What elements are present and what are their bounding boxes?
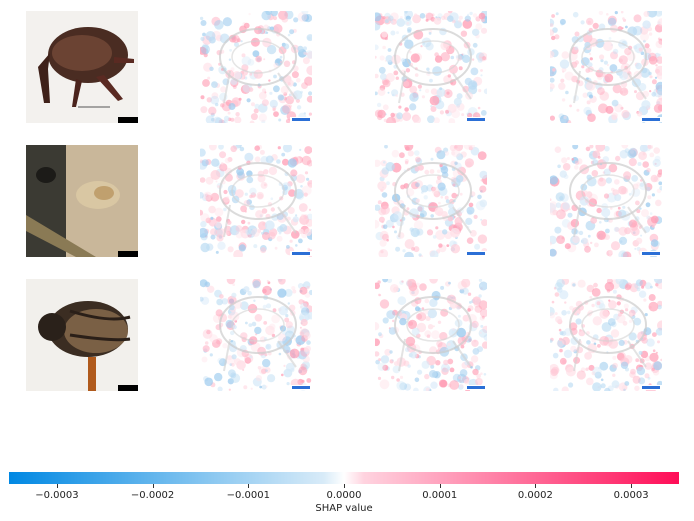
colorbar-tick xyxy=(152,484,154,488)
colorbar-tick xyxy=(535,484,537,488)
colorbar-tick-label: 0.0003 xyxy=(613,490,649,501)
shap-map-r2-c3 xyxy=(550,145,662,257)
colorbar-tick-label: 0.0000 xyxy=(326,490,362,501)
shap-map-r1-c1 xyxy=(200,11,312,123)
colorbar-tick-label: 0.0001 xyxy=(422,490,458,501)
specimen-photo xyxy=(26,279,138,391)
shap-heatmap xyxy=(200,145,312,257)
colorbar-tick-label: −0.0003 xyxy=(35,490,79,501)
shap-map-r3-c2 xyxy=(375,279,487,391)
colorbar-tick-label: −0.0002 xyxy=(130,490,175,501)
shap-heatmap xyxy=(375,11,487,123)
shap-heatmap xyxy=(375,279,487,391)
shap-map-r2-c1 xyxy=(200,145,312,257)
shap-heatmap xyxy=(550,145,662,257)
shap-heatmap xyxy=(200,11,312,123)
shap-map-r3-c1 xyxy=(200,279,312,391)
shap-heatmap xyxy=(550,279,662,391)
colorbar-tick xyxy=(248,484,250,488)
shap-map-r1-c3 xyxy=(550,11,662,123)
specimen-photo xyxy=(26,145,138,257)
input-image-1 xyxy=(26,11,138,123)
colorbar-tick xyxy=(439,484,441,488)
colorbar-label: SHAP value xyxy=(315,503,373,514)
colorbar-tick xyxy=(344,484,345,488)
shap-heatmap xyxy=(375,145,487,257)
shap-heatmap xyxy=(200,279,312,391)
shap-map-r2-c2 xyxy=(375,145,487,257)
colorbar-tick xyxy=(56,484,58,488)
shap-map-r3-c3 xyxy=(550,279,662,391)
specimen-photo xyxy=(26,11,138,123)
input-image-2 xyxy=(26,145,138,257)
colorbar-tick-label: 0.0002 xyxy=(517,490,553,501)
shap-heatmap xyxy=(550,11,662,123)
colorbar-gradient xyxy=(9,472,679,484)
shap-map-r1-c2 xyxy=(375,11,487,123)
colorbar-tick-label: −0.0001 xyxy=(226,490,270,501)
input-image-3 xyxy=(26,279,138,391)
colorbar-tick xyxy=(631,484,633,488)
